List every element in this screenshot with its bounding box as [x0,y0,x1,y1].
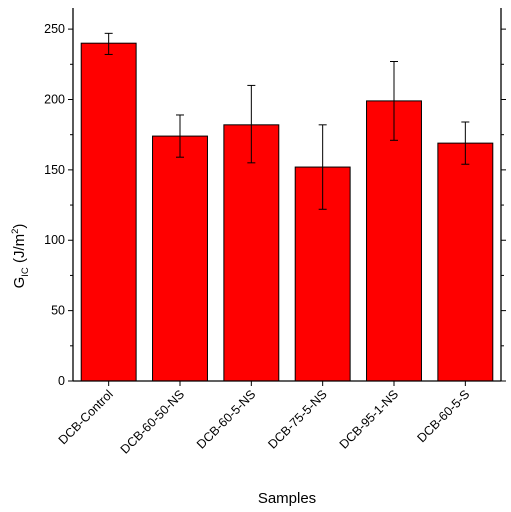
bar [80,42,137,382]
y-axis-title-superscript: 2 [10,229,21,234]
x-tick-label: DCB-75-5-NS [265,387,329,451]
bar [152,135,208,382]
y-axis-title-unit: (J/m [11,234,28,267]
x-tick-label: DCB-95-1-NS [337,387,401,451]
y-tick-label: 250 [44,22,65,36]
bar [437,142,494,382]
y-axis-title-unit-close: ) [11,224,28,229]
y-axis-title-main: G [11,277,28,289]
y-axis-title: GIC (J/m2) [10,224,31,289]
y-tick-label: 200 [44,92,65,106]
x-tick-label: DCB-60-50-NS [118,387,187,456]
x-tick-label: DCB-Control [56,387,116,447]
y-axis-title-subscript: IC [20,267,31,277]
y-tick-label: 100 [44,233,65,247]
axes [68,8,506,386]
error-bars [104,32,470,210]
y-tick-label: 150 [44,163,65,177]
x-tick-label: DCB-60-5-NS [194,387,258,451]
y-tick-label: 0 [58,374,65,388]
bars [80,42,494,382]
y-tick-label: 50 [51,304,65,318]
bar [366,100,422,382]
x-axis-title: Samples [258,490,316,507]
x-tick-label: DCB-60-5-S [414,387,472,445]
bar [223,124,280,382]
